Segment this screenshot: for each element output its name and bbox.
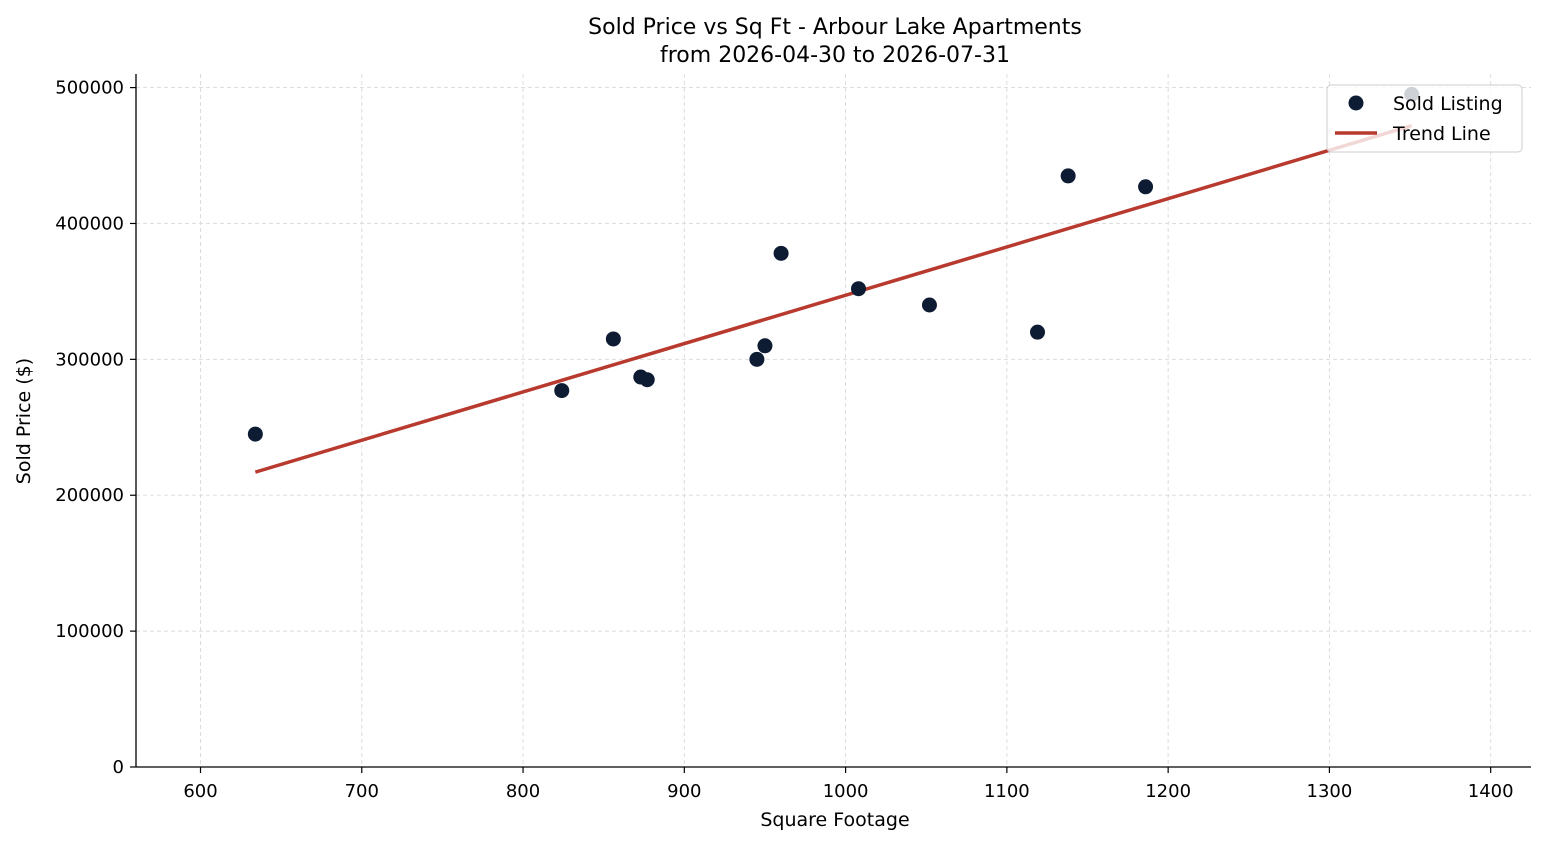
data-point [639, 372, 655, 388]
x-tick-label: 900 [667, 781, 701, 802]
x-tick-label: 1300 [1307, 781, 1353, 802]
trend-line [254, 123, 1413, 474]
data-point [247, 426, 263, 442]
y-tick-label: 400000 [55, 213, 124, 234]
chart-title: Sold Price vs Sq Ft - Arbour Lake Apartm… [588, 15, 1082, 40]
data-point [921, 297, 937, 313]
legend-marker-swatch [1348, 95, 1364, 111]
legend-entry-label: Trend Line [1392, 123, 1491, 145]
data-point [1138, 179, 1154, 195]
x-tick-label: 1200 [1145, 781, 1191, 802]
x-tick-label: 1000 [823, 781, 869, 802]
data-point [605, 331, 621, 347]
y-tick-label: 0 [113, 757, 124, 778]
y-axis-label: Sold Price ($) [13, 358, 35, 484]
x-tick-label: 700 [345, 781, 379, 802]
data-point [1030, 324, 1046, 340]
x-tick-label: 800 [506, 781, 540, 802]
legend-layer: Sold Listing Trend Line [1326, 84, 1523, 153]
data-point [757, 338, 773, 354]
axes-layer: 600 700 800 900 1000 1100 1200 1300 1400 0 100000 2… [55, 74, 1531, 802]
point-layer [247, 86, 1420, 442]
y-tick-label: 300000 [55, 349, 124, 370]
legend-box [1326, 84, 1523, 153]
y-tick-label: 100000 [55, 621, 124, 642]
x-tick-label: 600 [183, 781, 217, 802]
legend-entry-label: Sold Listing [1393, 93, 1503, 115]
data-point [749, 351, 765, 367]
data-point [773, 245, 789, 261]
x-tick-label: 1400 [1468, 781, 1514, 802]
trend-layer [254, 123, 1413, 474]
y-tick-label: 200000 [55, 485, 124, 506]
data-point [850, 281, 866, 297]
y-tick-label: 500000 [55, 78, 124, 99]
chart-subtitle: from 2026-04-30 to 2026-07-31 [660, 43, 1010, 68]
grid-layer [136, 74, 1531, 768]
data-point [1060, 168, 1076, 184]
x-tick-label: 1100 [984, 781, 1030, 802]
x-axis-label: Square Footage [760, 809, 909, 831]
data-point [554, 383, 570, 399]
